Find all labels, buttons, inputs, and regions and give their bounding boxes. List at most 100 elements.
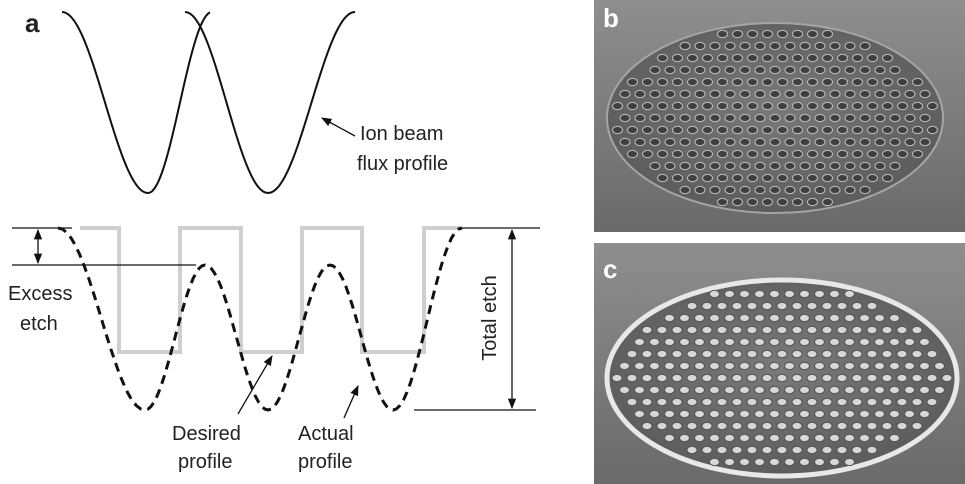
hole: [703, 102, 713, 109]
hole: [702, 398, 712, 405]
hole: [830, 314, 840, 321]
hole: [703, 150, 713, 157]
hole: [890, 90, 900, 97]
hole: [778, 78, 788, 85]
hole: [687, 374, 697, 381]
pointer-arrow: [344, 386, 358, 418]
hole: [710, 66, 720, 73]
hole: [912, 326, 922, 333]
hole: [688, 102, 698, 109]
hole: [867, 326, 877, 333]
hole: [852, 446, 862, 453]
hole: [650, 138, 660, 145]
hole: [702, 326, 712, 333]
hole: [620, 138, 630, 145]
hole: [748, 126, 758, 133]
hole: [800, 290, 810, 297]
hole: [762, 446, 772, 453]
hole: [905, 410, 915, 417]
hole: [725, 42, 735, 49]
hole: [830, 434, 840, 441]
hole: [800, 114, 810, 121]
hole: [777, 350, 787, 357]
hole: [867, 302, 877, 309]
hole: [927, 350, 937, 357]
hole: [837, 446, 847, 453]
hole: [687, 350, 697, 357]
hole: [612, 374, 622, 381]
hole: [762, 374, 772, 381]
hole: [837, 350, 847, 357]
hole: [620, 114, 630, 121]
hole: [778, 174, 788, 181]
hole: [793, 126, 803, 133]
hole: [673, 126, 683, 133]
hole: [920, 362, 930, 369]
hole: [710, 338, 720, 345]
hole: [822, 422, 832, 429]
hole: [657, 350, 667, 357]
hole: [867, 446, 877, 453]
hole: [770, 362, 780, 369]
hole: [778, 198, 788, 205]
hole: [628, 102, 638, 109]
hole: [875, 386, 885, 393]
hole: [665, 138, 675, 145]
hole: [778, 126, 788, 133]
hole: [643, 150, 653, 157]
hole: [875, 66, 885, 73]
hole: [837, 326, 847, 333]
hole: [912, 374, 922, 381]
hole: [838, 150, 848, 157]
hole: [672, 398, 682, 405]
hole: [725, 362, 735, 369]
hole: [643, 78, 653, 85]
hole: [860, 66, 870, 73]
hole: [793, 102, 803, 109]
hole: [703, 54, 713, 61]
hole: [710, 434, 720, 441]
hole: [680, 386, 690, 393]
hole: [680, 114, 690, 121]
hole: [755, 114, 765, 121]
hole: [710, 186, 720, 193]
hole: [628, 126, 638, 133]
hole: [845, 162, 855, 169]
hole: [665, 114, 675, 121]
hole: [695, 434, 705, 441]
hole: [680, 66, 690, 73]
hole: [898, 126, 908, 133]
hole: [792, 302, 802, 309]
hole: [763, 126, 773, 133]
hole: [718, 54, 728, 61]
hole: [747, 374, 757, 381]
hole: [763, 102, 773, 109]
hole: [642, 422, 652, 429]
hole: [710, 138, 720, 145]
hole: [807, 398, 817, 405]
hole: [905, 338, 915, 345]
hole: [740, 362, 750, 369]
hole: [927, 398, 937, 405]
hole: [838, 102, 848, 109]
hole: [800, 386, 810, 393]
hole: [860, 138, 870, 145]
hole: [875, 162, 885, 169]
hole: [823, 78, 833, 85]
hole: [875, 90, 885, 97]
hole: [807, 350, 817, 357]
hole: [695, 66, 705, 73]
hole: [628, 78, 638, 85]
hole: [725, 386, 735, 393]
hole: [912, 422, 922, 429]
hole: [673, 150, 683, 157]
hole: [732, 422, 742, 429]
hole: [868, 78, 878, 85]
hole: [747, 398, 757, 405]
hole: [897, 326, 907, 333]
hole: [808, 150, 818, 157]
hole: [642, 326, 652, 333]
hole: [890, 162, 900, 169]
hole: [927, 374, 937, 381]
hole: [898, 150, 908, 157]
